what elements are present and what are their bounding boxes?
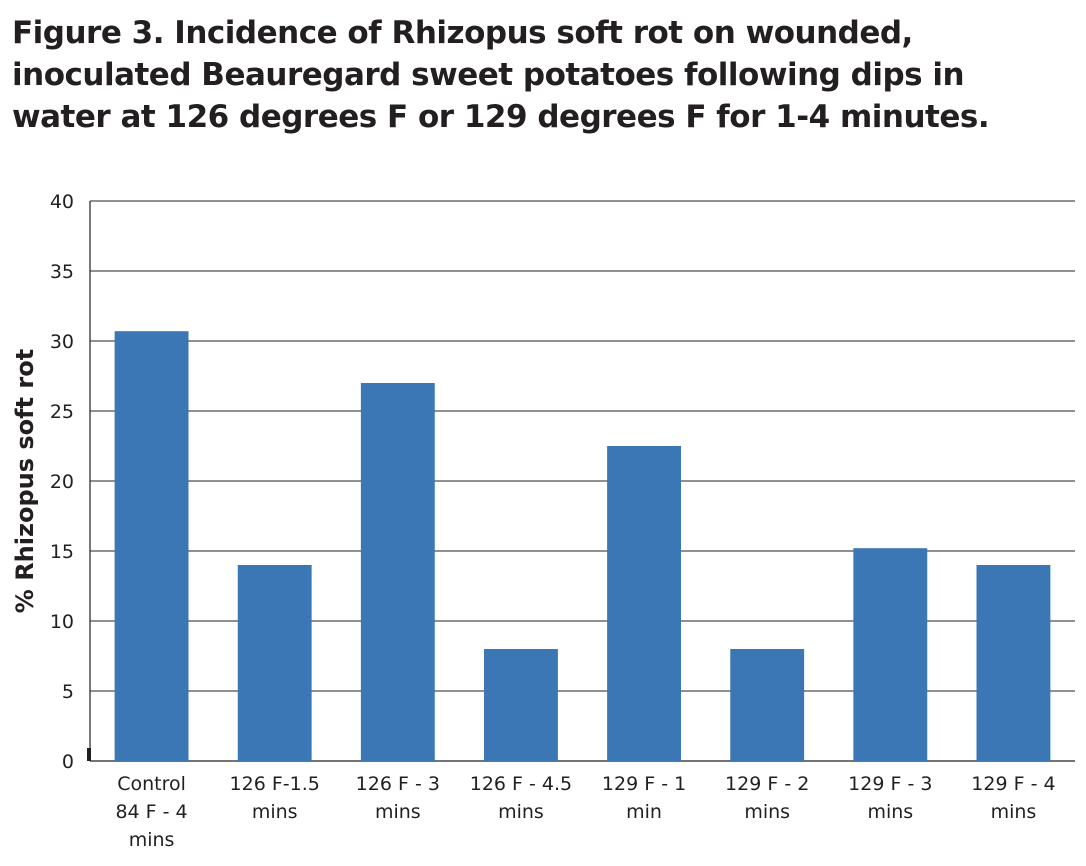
y-tick-label: 10 bbox=[50, 611, 74, 633]
y-tick-label: 35 bbox=[50, 261, 74, 283]
y-tick-label: 25 bbox=[50, 401, 74, 423]
y-tick-label: 20 bbox=[50, 471, 74, 493]
x-tick-label: 129 F - 3 mins bbox=[848, 773, 932, 823]
bar bbox=[607, 446, 681, 761]
bar bbox=[853, 548, 928, 761]
x-tick-label: 129 F - 4 mins bbox=[971, 773, 1055, 823]
y-tick-label: 0 bbox=[62, 751, 74, 773]
x-tick-label: Control 84 F - 4 mins bbox=[115, 773, 187, 851]
y-tick-label: 40 bbox=[50, 191, 74, 213]
x-tick-label: 126 F - 4.5 mins bbox=[470, 773, 572, 823]
x-tick-label: 126 F-1.5 mins bbox=[230, 773, 320, 823]
y-tick-label: 15 bbox=[50, 541, 74, 563]
bar bbox=[237, 565, 312, 761]
y-axis-title: % Rhizopus soft rot bbox=[11, 349, 39, 613]
bar bbox=[360, 383, 435, 761]
y-tick-label: 5 bbox=[62, 681, 74, 703]
x-tick-label: 129 F - 1 min bbox=[602, 773, 686, 823]
chart-title: Figure 3. Incidence of Rhizopus soft rot… bbox=[12, 15, 990, 135]
bar bbox=[114, 331, 189, 761]
x-tick-label: 129 F - 2 mins bbox=[725, 773, 809, 823]
axis-origin-tick bbox=[87, 748, 91, 761]
x-tick-label: 126 F - 3 mins bbox=[356, 773, 440, 823]
bar bbox=[484, 649, 558, 761]
y-tick-label: 30 bbox=[50, 331, 74, 353]
bar bbox=[730, 649, 805, 761]
bar bbox=[976, 565, 1051, 761]
